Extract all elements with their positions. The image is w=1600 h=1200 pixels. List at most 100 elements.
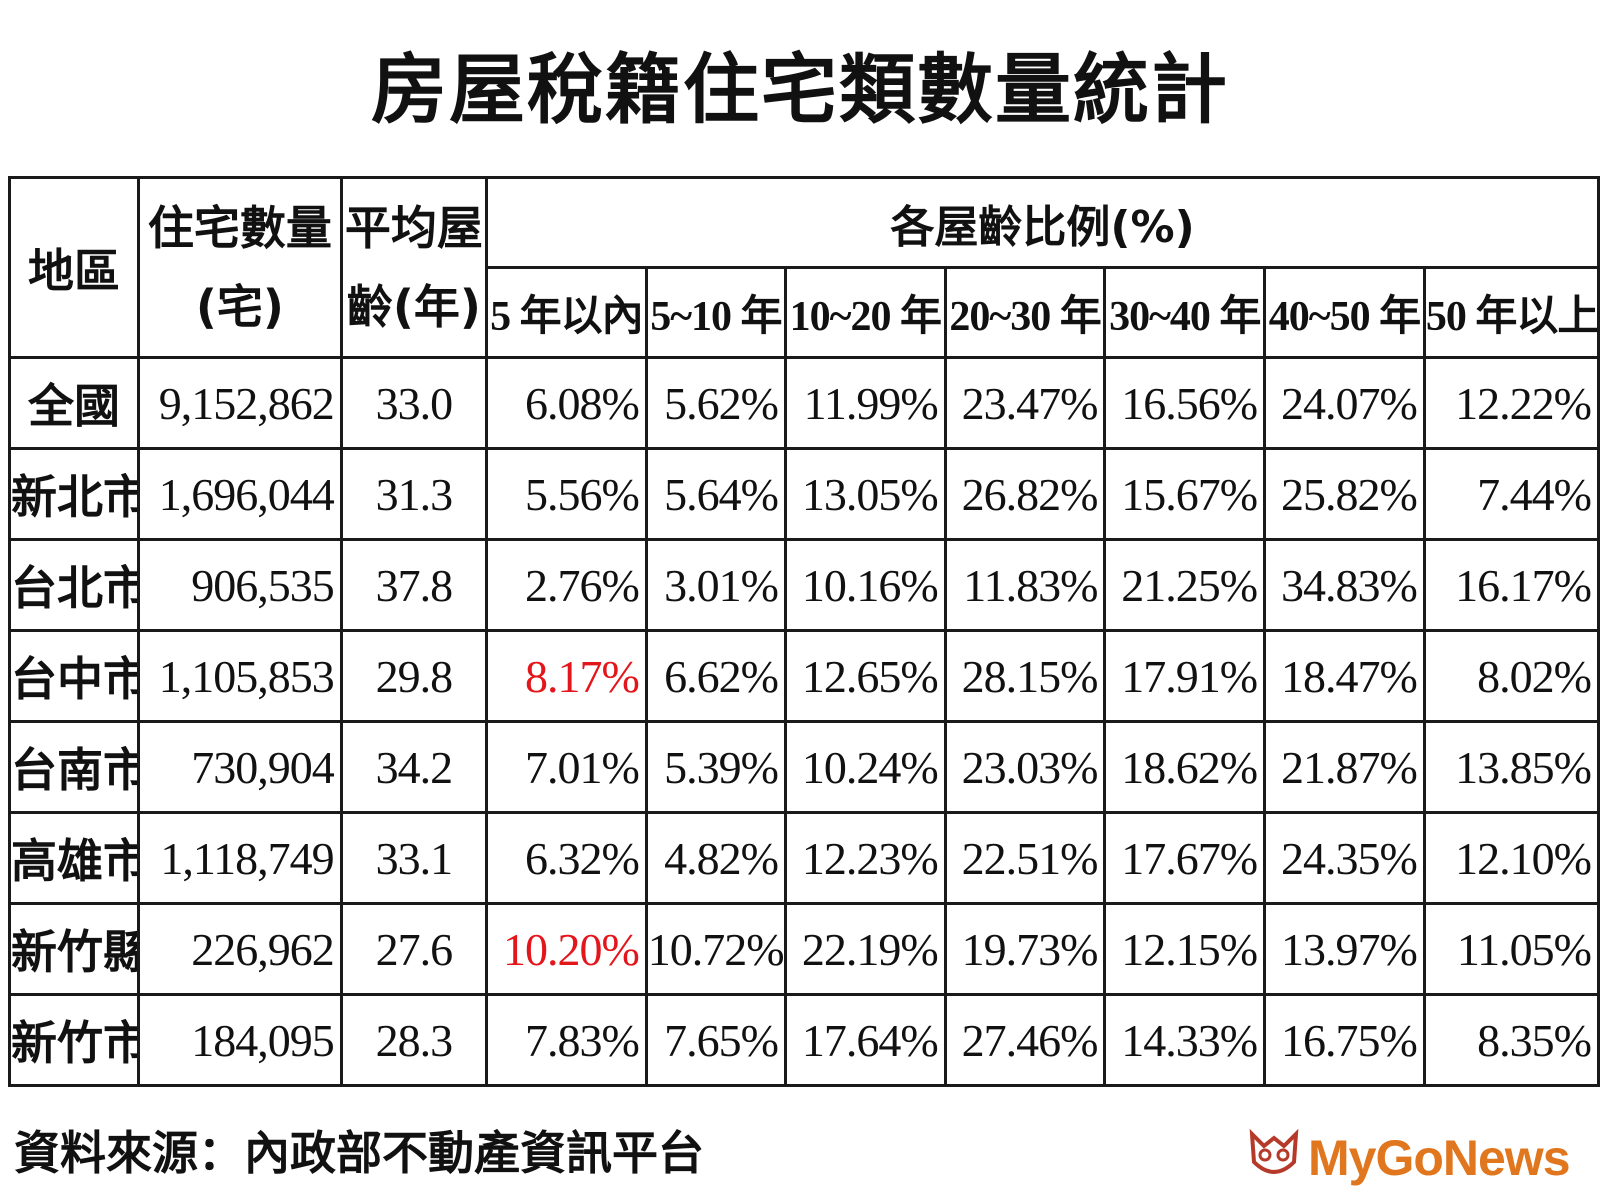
table-row: 新竹市 184,095 28.3 7.83% 7.65% 17.64% 27.46% 14.3… — [8, 993, 1600, 1087]
table-row: 台北市 906,535 37.8 2.76% 3.01% 10.16% 11.83% 21.2… — [8, 538, 1600, 632]
share-cell: 8.35% — [1422, 993, 1600, 1087]
region-cell: 新竹縣 — [8, 902, 140, 996]
share-cell: 12.10% — [1422, 811, 1600, 905]
share-cell: 22.19% — [784, 902, 947, 996]
share-cell: 16.17% — [1422, 538, 1600, 632]
count-cell: 1,118,749 — [136, 811, 343, 905]
header-age-6: 50 年以上 — [1422, 266, 1600, 359]
region-cell: 新北市 — [8, 447, 140, 541]
share-cell: 18.47% — [1263, 629, 1426, 723]
share-cell: 5.39% — [644, 720, 788, 814]
share-cell: 12.65% — [784, 629, 947, 723]
share-cell: 6.32% — [485, 811, 648, 905]
avg-age-cell: 33.1 — [339, 811, 489, 905]
share-cell: 28.15% — [943, 629, 1107, 723]
region-cell: 新竹市 — [8, 993, 140, 1087]
share-cell: 14.33% — [1103, 993, 1267, 1087]
share-cell: 18.62% — [1103, 720, 1267, 814]
share-cell: 8.02% — [1422, 629, 1600, 723]
share-cell: 21.25% — [1103, 538, 1267, 632]
header-count-line2: (宅) — [195, 279, 284, 334]
table-row: 新北市 1,696,044 31.3 5.56% 5.64% 13.05% 26.82% 15… — [8, 447, 1600, 541]
avg-age-cell: 37.8 — [339, 538, 489, 632]
share-cell: 23.47% — [943, 356, 1107, 450]
housing-stats-table: 地區 住宅數量 (宅) 平均屋 齡(年) 各屋齡比例(%) 5 年以內 5~10… — [8, 176, 1600, 1087]
share-cell: 10.72% — [644, 902, 788, 996]
share-cell: 23.03% — [943, 720, 1107, 814]
share-cell: 11.05% — [1422, 902, 1600, 996]
header-age-4: 30~40 年 — [1103, 266, 1267, 359]
count-cell: 226,962 — [136, 902, 343, 996]
share-cell: 25.82% — [1263, 447, 1426, 541]
share-cell: 7.01% — [485, 720, 648, 814]
region-cell: 台北市 — [8, 538, 140, 632]
header-age-5: 40~50 年 — [1263, 266, 1426, 359]
share-cell: 6.62% — [644, 629, 788, 723]
avg-age-cell: 31.3 — [339, 447, 489, 541]
share-cell: 7.83% — [485, 993, 648, 1087]
share-cell: 7.65% — [644, 993, 788, 1087]
region-cell: 台南市 — [8, 720, 140, 814]
share-cell: 12.22% — [1422, 356, 1600, 450]
count-cell: 184,095 — [136, 993, 343, 1087]
share-cell: 13.05% — [784, 447, 947, 541]
share-cell: 4.82% — [644, 811, 788, 905]
count-cell: 730,904 — [136, 720, 343, 814]
count-cell: 9,152,862 — [136, 356, 343, 450]
share-cell: 5.62% — [644, 356, 788, 450]
share-cell: 22.51% — [943, 811, 1107, 905]
header-avg-line2: 齡(年) — [346, 279, 481, 334]
share-cell: 3.01% — [644, 538, 788, 632]
region-cell: 高雄市 — [8, 811, 140, 905]
share-cell: 27.46% — [943, 993, 1107, 1087]
share-cell: 24.35% — [1263, 811, 1426, 905]
share-cell: 16.75% — [1263, 993, 1426, 1087]
share-cell: 5.64% — [644, 447, 788, 541]
header-avg-line1: 平均屋 — [344, 201, 483, 256]
count-cell: 1,105,853 — [136, 629, 343, 723]
header-age-0: 5 年以內 — [485, 266, 648, 359]
header-region: 地區 — [8, 176, 140, 359]
share-cell: 17.64% — [784, 993, 947, 1087]
table-row: 高雄市 1,118,749 33.1 6.32% 4.82% 12.23% 22.51% 17… — [8, 811, 1600, 905]
page-title: 房屋稅籍住宅類數量統計 — [371, 45, 1229, 134]
share-cell: 19.73% — [943, 902, 1107, 996]
share-cell: 34.83% — [1263, 538, 1426, 632]
header-count: 住宅數量 (宅) — [136, 176, 343, 359]
share-cell: 12.23% — [784, 811, 947, 905]
region-cell: 台中市 — [8, 629, 140, 723]
table-row: 台中市 1,105,853 29.8 8.17% 6.62% 12.65% 28.15% 17… — [8, 629, 1600, 723]
share-cell: 12.15% — [1103, 902, 1267, 996]
avg-age-cell: 29.8 — [339, 629, 489, 723]
header-age-band: 各屋齡比例(%) — [485, 176, 1600, 269]
header-age-2: 10~20 年 — [784, 266, 947, 359]
share-cell: 8.17% — [485, 629, 648, 723]
avg-age-cell: 33.0 — [339, 356, 489, 450]
share-cell: 13.97% — [1263, 902, 1426, 996]
avg-age-cell: 28.3 — [339, 993, 489, 1087]
share-cell: 17.91% — [1103, 629, 1267, 723]
share-cell: 21.87% — [1263, 720, 1426, 814]
share-cell: 11.99% — [784, 356, 947, 450]
age-header-row: 5 年以內 5~10 年 10~20 年 20~30 年 30~40 年 40~… — [10, 266, 1600, 359]
share-cell: 10.24% — [784, 720, 947, 814]
brand-logo: MyGoNews — [1248, 1126, 1571, 1190]
share-cell: 10.20% — [485, 902, 648, 996]
data-source-note: 資料來源：內政部不動產資訊平台 — [14, 1126, 704, 1180]
table-body: 全國 9,152,862 33.0 6.08% 5.62% 11.99% 23.47% 16.… — [8, 356, 1600, 1087]
share-cell: 26.82% — [943, 447, 1107, 541]
table-row: 新竹縣 226,962 27.6 10.20% 10.72% 22.19% 19.73% 12… — [8, 902, 1600, 996]
share-cell: 11.83% — [943, 538, 1107, 632]
table-row: 全國 9,152,862 33.0 6.08% 5.62% 11.99% 23.47% 16.… — [8, 356, 1600, 450]
share-cell: 17.67% — [1103, 811, 1267, 905]
share-cell: 10.16% — [784, 538, 947, 632]
count-cell: 906,535 — [136, 538, 343, 632]
region-cell: 全國 — [8, 356, 140, 450]
header-avg-age: 平均屋 齡(年) — [339, 176, 489, 359]
share-cell: 2.76% — [485, 538, 648, 632]
share-cell: 6.08% — [485, 356, 648, 450]
owl-icon — [1249, 1128, 1299, 1174]
header-age-3: 20~30 年 — [943, 266, 1107, 359]
avg-age-cell: 27.6 — [339, 902, 489, 996]
table-row: 台南市 730,904 34.2 7.01% 5.39% 10.24% 23.03% 18.6… — [8, 720, 1600, 814]
